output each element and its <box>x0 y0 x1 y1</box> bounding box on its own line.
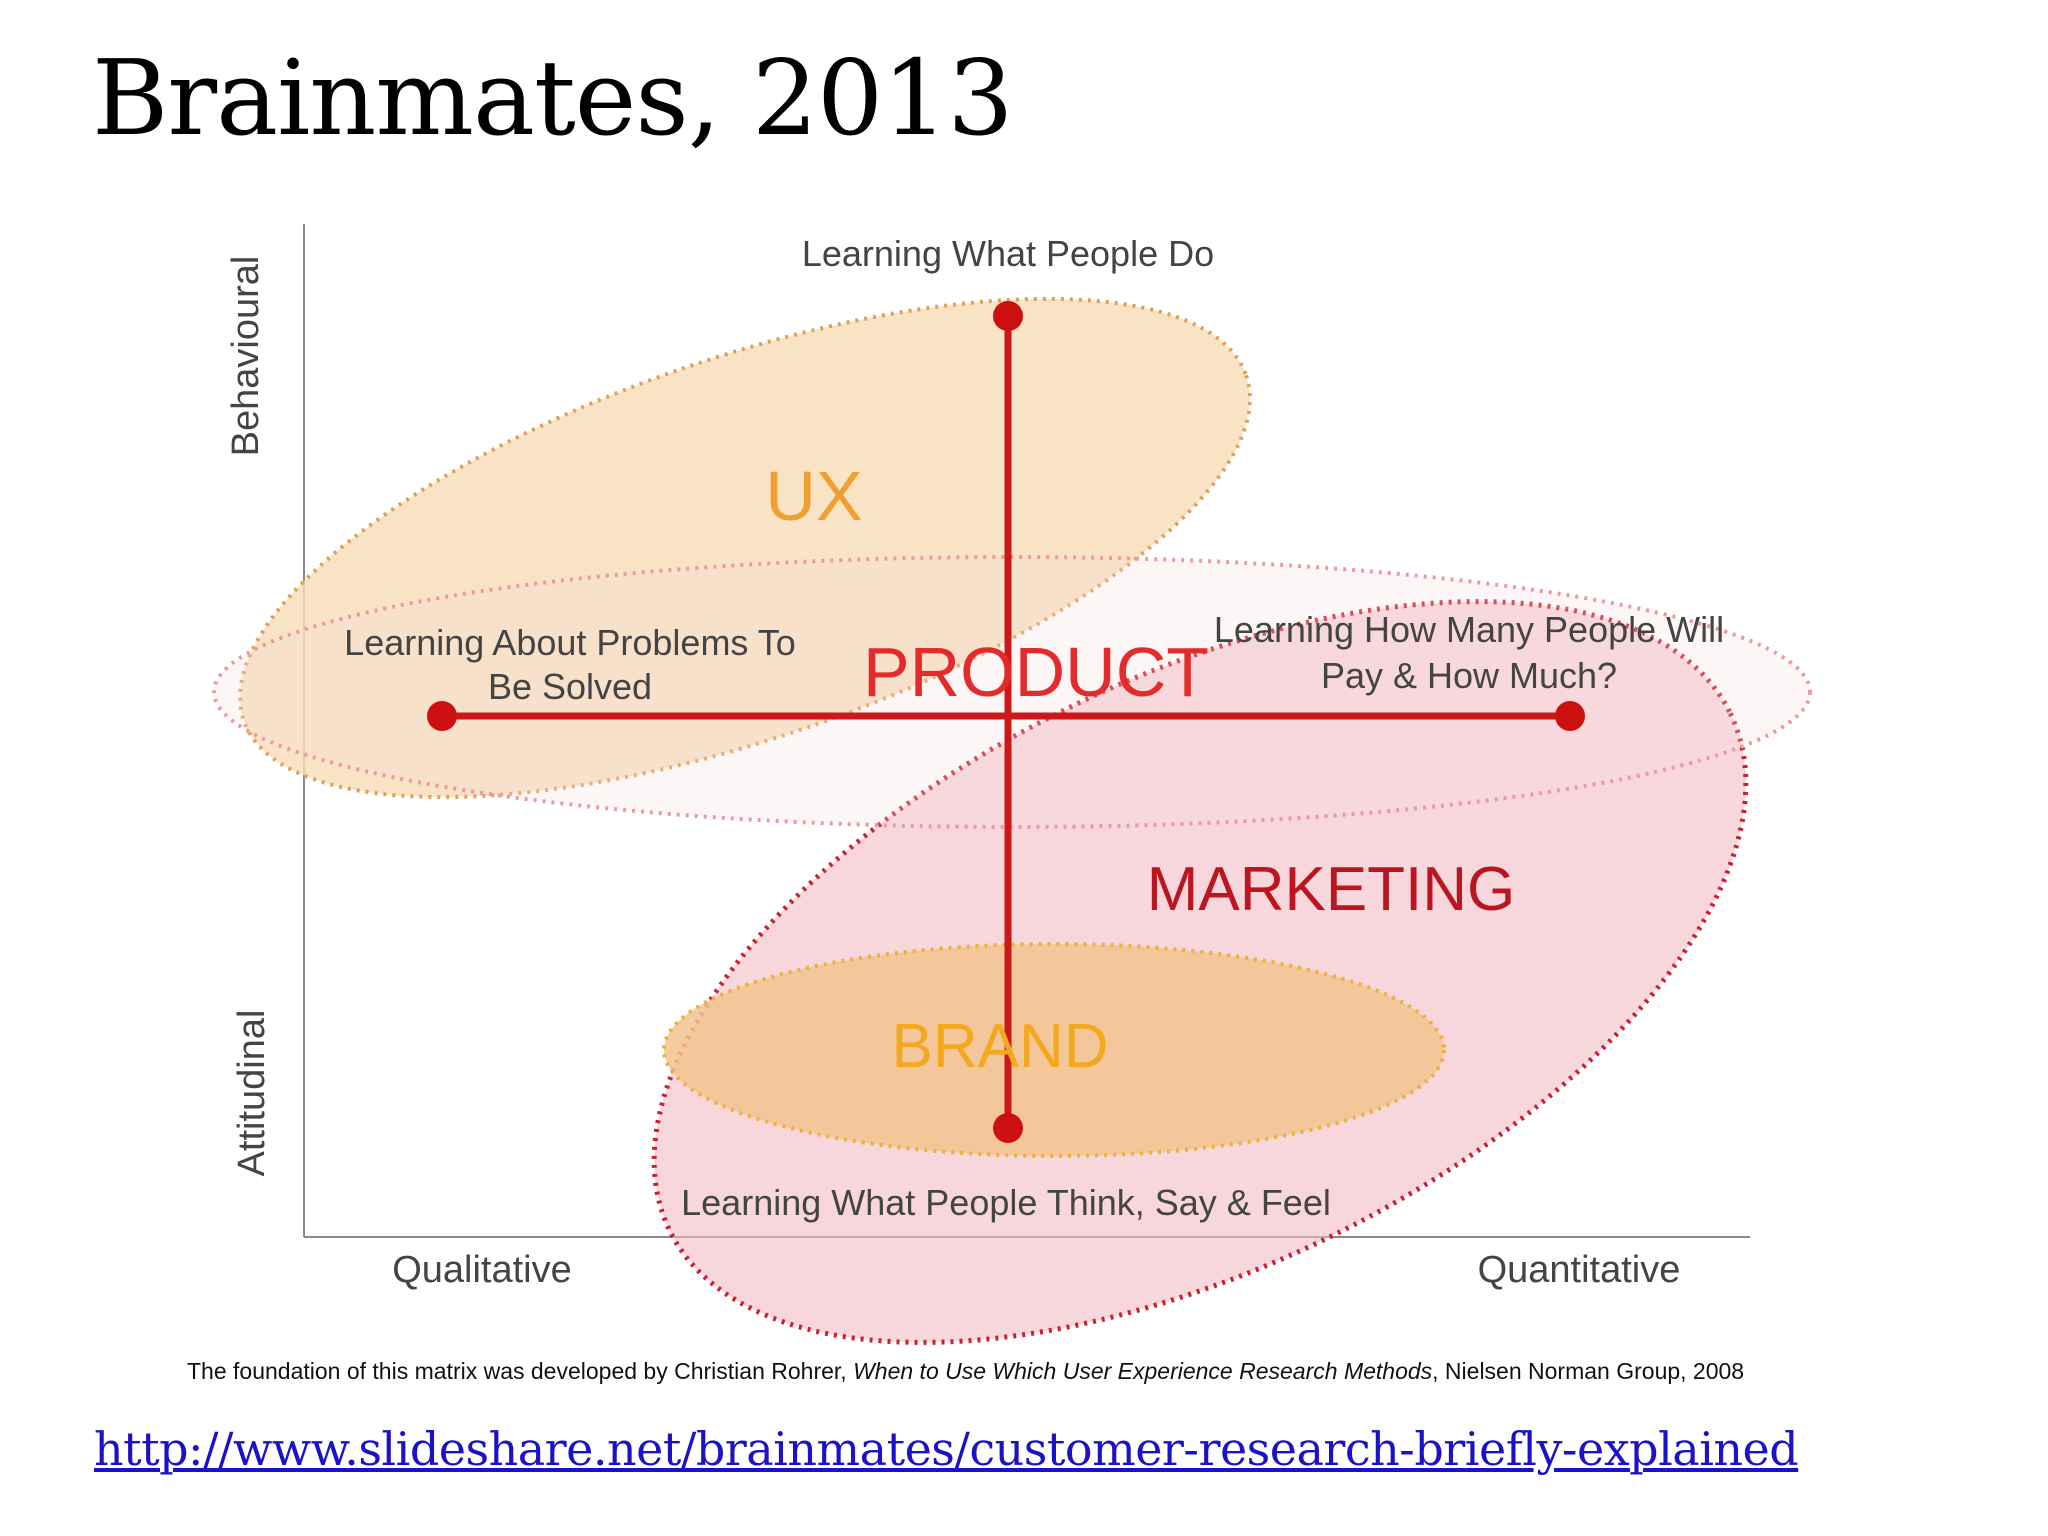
endpoint-bottom <box>993 1113 1023 1143</box>
endpoint-right <box>1555 701 1585 731</box>
endpoint-right-label-line2: Pay & How Much? <box>1321 655 1617 696</box>
footnote-prefix: The foundation of this matrix was develo… <box>187 1358 854 1384</box>
footnote-suffix: , Nielsen Norman Group, 2008 <box>1432 1358 1745 1384</box>
y-axis-top-label: Behavioural <box>225 256 267 457</box>
diagram-footnote: The foundation of this matrix was develo… <box>187 1358 1744 1385</box>
footnote-italic-title: When to Use Which User Experience Resear… <box>853 1358 1433 1384</box>
marketing-label: MARKETING <box>1147 855 1516 924</box>
endpoint-bottom-label: Learning What People Think, Say & Feel <box>681 1182 1331 1223</box>
brand-region <box>662 942 1446 1158</box>
endpoint-left <box>427 701 457 731</box>
endpoint-top <box>993 301 1023 331</box>
x-axis-right-label: Quantitative <box>1478 1249 1681 1291</box>
ux-label: UX <box>765 457 862 535</box>
brand-label: BRAND <box>891 1012 1108 1081</box>
endpoint-left-label-line1: Learning About Problems To <box>344 622 796 663</box>
endpoint-top-label: Learning What People Do <box>802 233 1214 274</box>
product-label: PRODUCT <box>863 633 1209 711</box>
source-link[interactable]: http://www.slideshare.net/brainmates/cus… <box>94 1422 1799 1476</box>
x-axis-left-label: Qualitative <box>392 1249 572 1291</box>
slide-title: Brainmates, 2013 <box>92 37 1014 159</box>
product-region <box>212 555 1812 829</box>
ux-region <box>238 296 1252 800</box>
endpoint-right-label-line1: Learning How Many People Will <box>1214 609 1724 650</box>
endpoint-left-label-line2: Be Solved <box>488 666 652 707</box>
y-axis-bottom-label: Attitudinal <box>231 1010 273 1177</box>
